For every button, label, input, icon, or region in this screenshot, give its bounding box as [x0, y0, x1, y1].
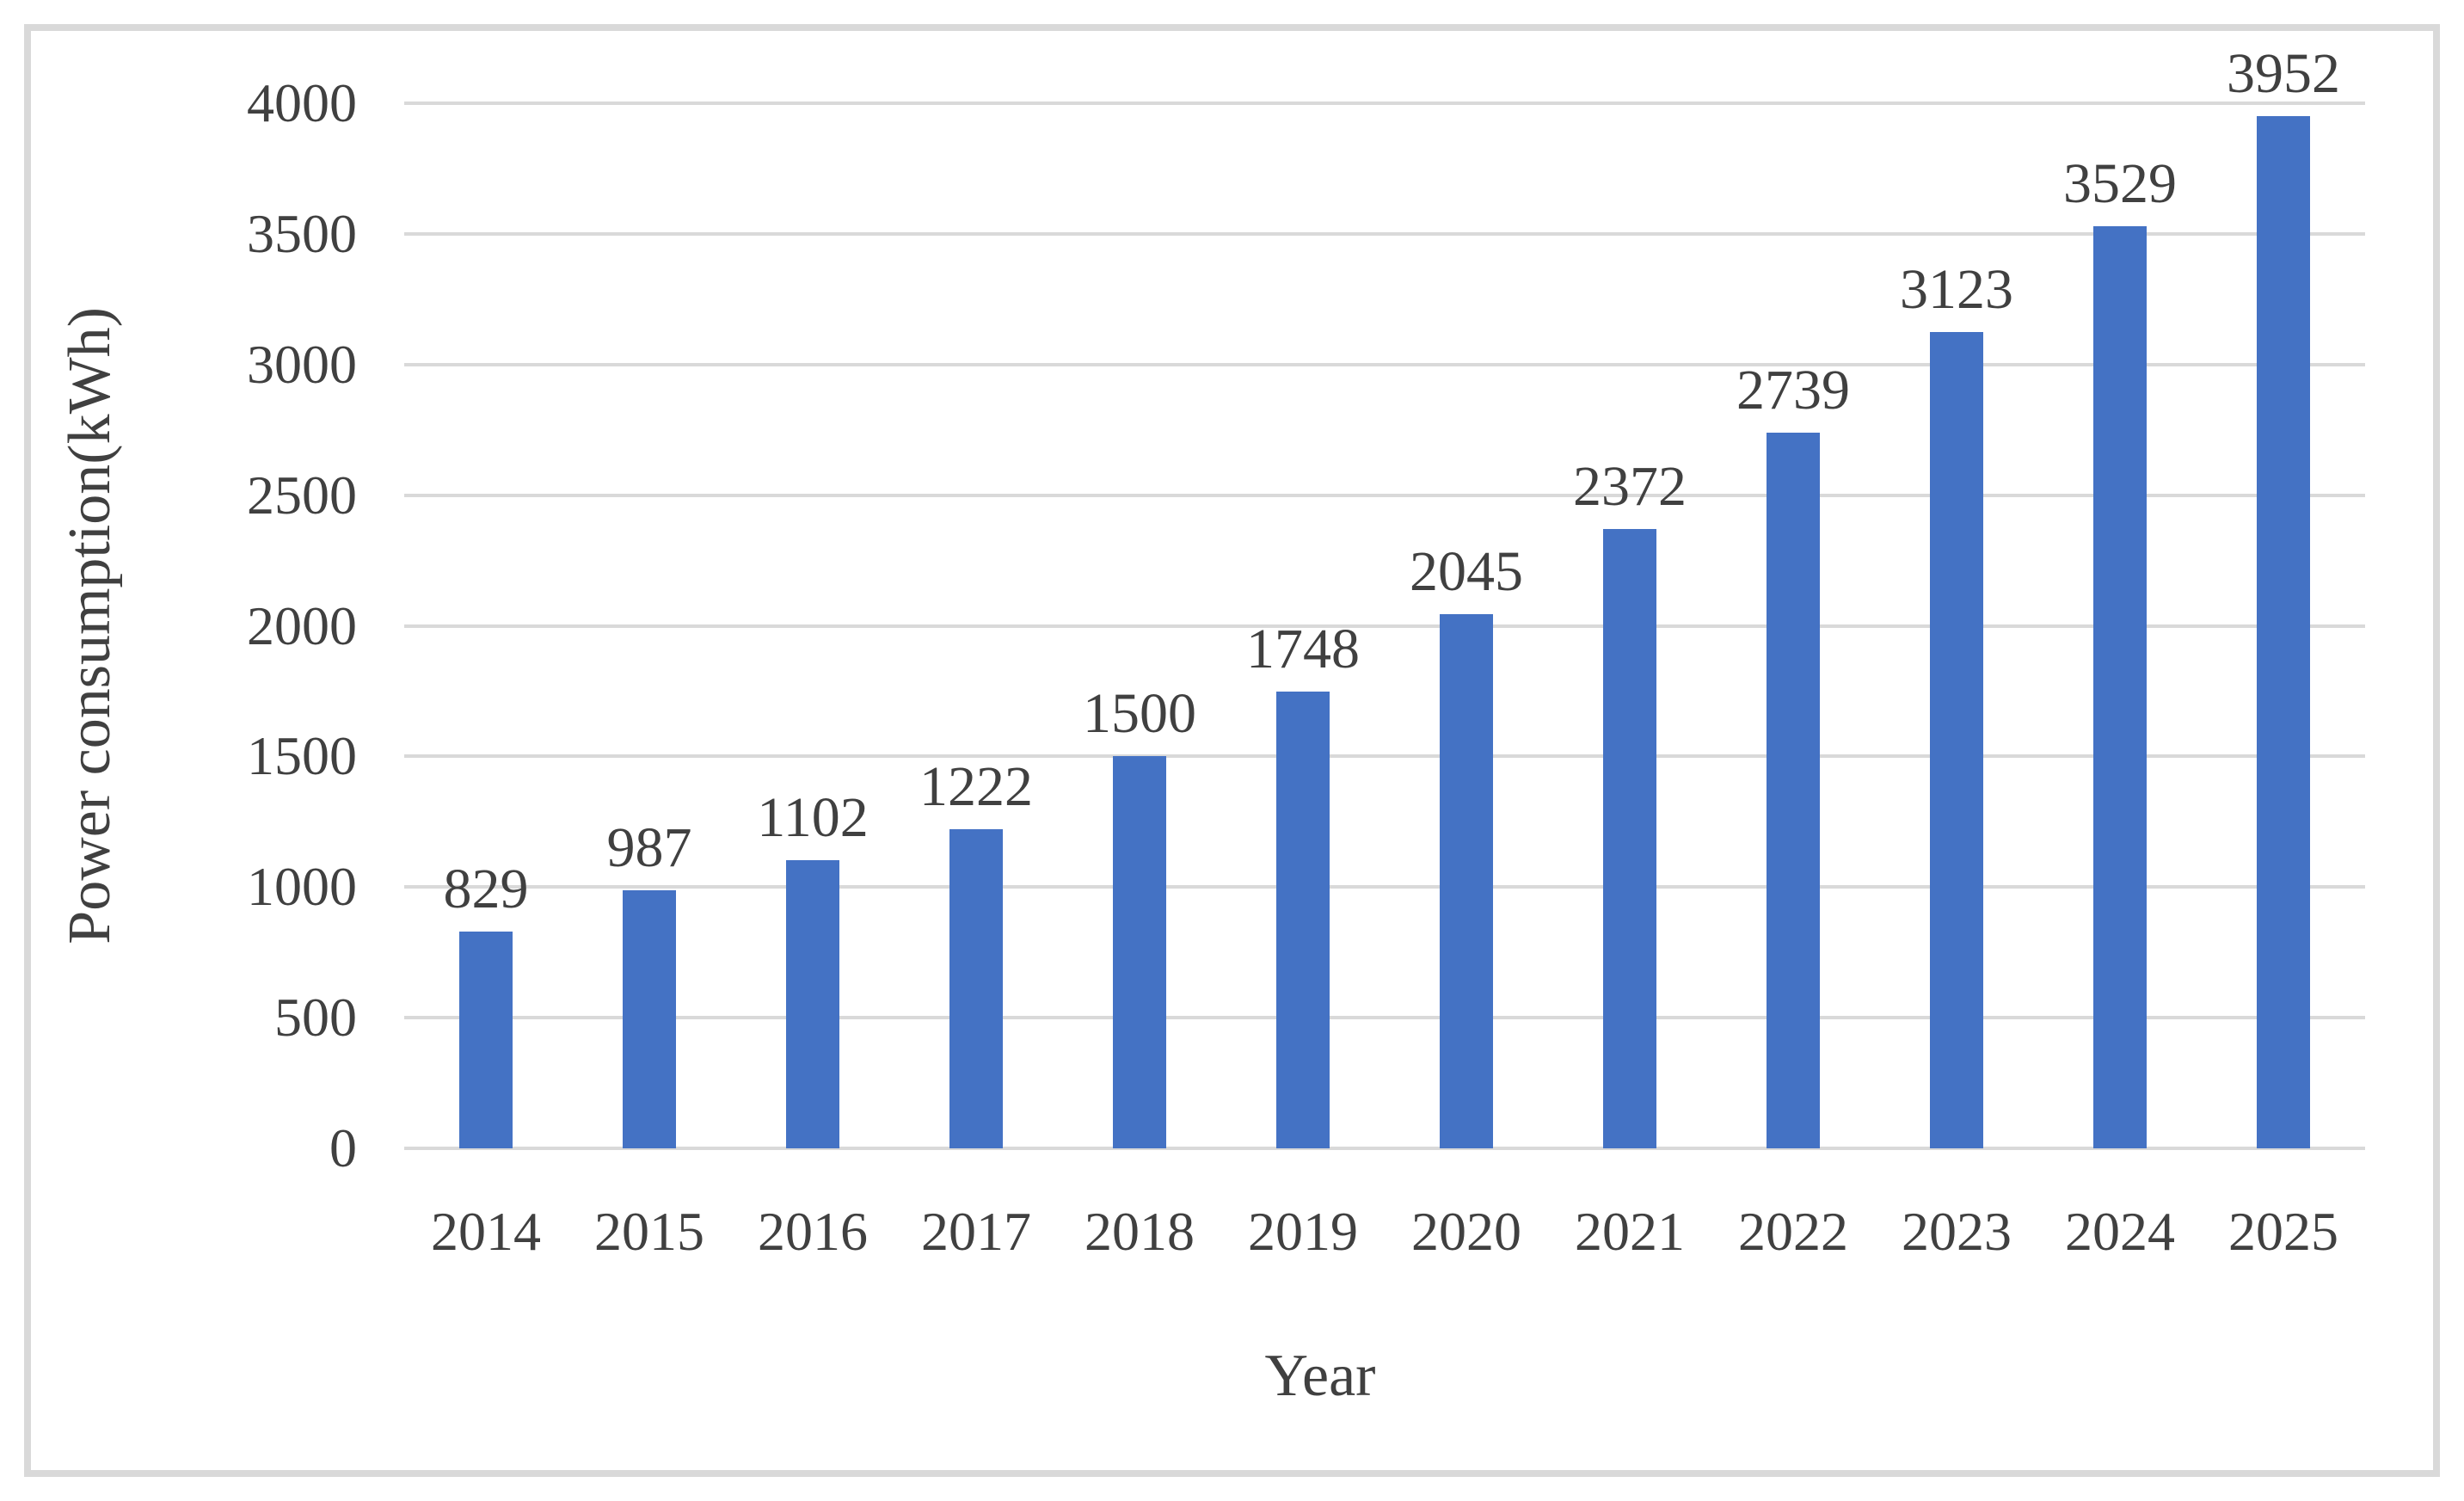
bar-2015	[623, 890, 676, 1148]
bar-slot-2025: 3952	[2202, 45, 2365, 1148]
gridline-3500	[404, 231, 2365, 236]
bar-value-label: 3952	[2227, 41, 2340, 105]
gridline-4000	[404, 102, 2365, 105]
bar-slot-2016: 1102	[731, 103, 894, 1148]
x-axis-tick-labels: 2014 2015 2016 2017 2018 2019 2020 2021 2022 2023…	[404, 1204, 2365, 1282]
x-axis-tick-label: 2017	[921, 1201, 1031, 1262]
bar-slot-2018: 1500	[1058, 103, 1221, 1148]
gridline-3000	[404, 362, 2365, 366]
y-axis-tick-label: 1500	[247, 725, 357, 787]
x-axis-tick-label: 2023	[1902, 1201, 2012, 1262]
plot-area: 829 987 1102 1222 1500 1748 2045 2372 2739 3123 35…	[404, 45, 2365, 1150]
y-axis-tick-label: 3500	[247, 202, 357, 264]
bar-value-label: 2045	[1410, 539, 1523, 603]
bar-value-label: 2372	[1573, 454, 1687, 518]
gridline-1500	[404, 754, 2365, 759]
bar-2025	[2257, 115, 2310, 1148]
gridline-1000	[404, 885, 2365, 889]
gridline-500	[404, 1016, 2365, 1020]
x-axis-tick-label: 2024	[2065, 1201, 2175, 1262]
chart-frame	[24, 24, 2440, 1477]
x-axis-tick-label: 2021	[1575, 1201, 1685, 1262]
y-axis-tick-label: 4000	[247, 72, 357, 133]
gridline-0	[404, 1147, 2365, 1150]
bar-value-label: 3529	[2063, 152, 2177, 216]
y-axis-tick-label: 500	[274, 987, 357, 1049]
y-axis-title-text: Power consumption(kWh)	[57, 307, 123, 944]
x-axis-title: Year	[1264, 1343, 1376, 1409]
bar-2021	[1603, 528, 1656, 1148]
y-axis-tick-label: 0	[329, 1117, 357, 1178]
bar-2023	[1930, 332, 1983, 1148]
bar-2014	[459, 932, 513, 1148]
y-axis-tick-label: 2000	[247, 594, 357, 656]
bar-value-label: 1222	[919, 754, 1033, 818]
gridline-2500	[404, 493, 2365, 497]
bar-value-label: 1748	[1246, 618, 1360, 681]
bar-value-label: 1500	[1083, 682, 1196, 746]
bar-2024	[2093, 226, 2147, 1148]
bar-slot-2023: 3123	[1875, 103, 2038, 1148]
x-axis-tick-label: 2020	[1411, 1201, 1521, 1262]
bar-value-label: 987	[606, 816, 692, 880]
y-axis-tick-labels: 0 500 1000 1500 2000 2500 3000 3500 4000	[129, 76, 357, 1176]
bar-2022	[1767, 433, 1820, 1148]
bar-value-label: 1102	[757, 786, 869, 850]
bar-slot-2020: 2045	[1385, 103, 1548, 1148]
bar-slot-2014: 829	[404, 103, 568, 1148]
x-axis-tick-label: 2016	[758, 1201, 868, 1262]
bars-container: 829 987 1102 1222 1500 1748 2045 2372 2739 3123 35…	[404, 45, 2365, 1148]
bar-2020	[1440, 613, 1493, 1148]
bar-value-label: 829	[443, 858, 529, 921]
bar-2019	[1276, 692, 1330, 1148]
bar-slot-2019: 1748	[1221, 103, 1385, 1148]
y-axis-tick-label: 3000	[247, 333, 357, 395]
x-axis-tick-label: 2019	[1248, 1201, 1358, 1262]
y-axis-tick-label: 2500	[247, 464, 357, 526]
bar-value-label: 3123	[1900, 258, 2013, 322]
y-axis-tick-label: 1000	[247, 856, 357, 918]
x-axis-tick-label: 2014	[431, 1201, 541, 1262]
bar-slot-2021: 2372	[1548, 103, 1711, 1148]
bar-value-label: 2739	[1736, 359, 1850, 422]
bar-2018	[1113, 756, 1166, 1148]
bar-slot-2022: 2739	[1711, 103, 1875, 1148]
x-axis-tick-label: 2018	[1085, 1201, 1195, 1262]
bar-slot-2017: 1222	[894, 103, 1058, 1148]
bar-slot-2024: 3529	[2038, 103, 2202, 1148]
bar-2016	[786, 860, 839, 1148]
x-axis-tick-label: 2025	[2228, 1201, 2338, 1262]
bar-2017	[949, 828, 1003, 1148]
bar-slot-2015: 987	[568, 103, 731, 1148]
gridline-2000	[404, 624, 2365, 628]
x-axis-tick-label: 2015	[594, 1201, 704, 1262]
x-axis-tick-label: 2022	[1738, 1201, 1848, 1262]
